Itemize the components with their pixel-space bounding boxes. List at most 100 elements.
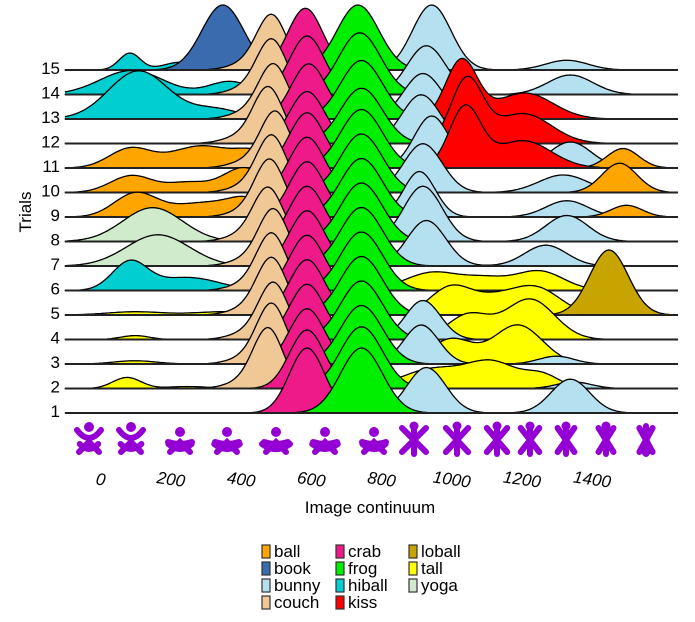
- trial-label: 8: [51, 231, 60, 250]
- legend-swatch: [408, 561, 418, 576]
- legend-swatch: [261, 544, 271, 559]
- legend-item-tall: tall: [408, 559, 443, 578]
- trial-label: 9: [51, 206, 60, 225]
- trial-label: 3: [51, 353, 60, 372]
- trial-label: 2: [51, 378, 60, 397]
- density-kiss-trial-12: [64, 76, 680, 144]
- figure-icon-14: [636, 423, 656, 457]
- figure-icon-11: [517, 421, 543, 457]
- figure-icon-1: [74, 422, 104, 455]
- density-frog-trial-1: [64, 348, 680, 413]
- figure-icon-2: [116, 422, 146, 455]
- density-frog-trial-6: [64, 232, 680, 291]
- x-tick-label: 1200: [502, 468, 543, 492]
- figure-icon-13: [595, 421, 617, 457]
- x-tick-label: 1400: [572, 468, 613, 492]
- figure-icon-5: [259, 427, 293, 455]
- legend-label: yoga: [421, 576, 458, 595]
- legend-swatch: [335, 544, 345, 559]
- trial-label: 13: [41, 108, 60, 127]
- trial-labels: 15 14 13 12 11 10 9 8 7 6 5 4 3 2 1: [41, 59, 60, 421]
- density-frog-trial-10: [64, 134, 680, 193]
- density-frog-trial-9: [64, 158, 680, 217]
- x-tick-label: 0: [95, 469, 108, 489]
- legend-label: loball: [421, 542, 461, 561]
- density-ball-trial-10: [64, 163, 680, 193]
- density-hiball-trial-15: [64, 53, 680, 70]
- figure-icon-12: [554, 421, 578, 457]
- trial-label: 11: [42, 157, 60, 176]
- density-frog-trial-14: [64, 32, 680, 95]
- density-ball-trial-11: [64, 145, 680, 168]
- legend-label: bunny: [274, 576, 321, 595]
- legend-swatch: [335, 561, 345, 576]
- figure-icon-9: [442, 421, 472, 457]
- trial-label: 7: [51, 255, 60, 274]
- image-continuum-icons: [74, 421, 656, 457]
- x-tick-label: 600: [296, 468, 327, 491]
- legend-item-ball: ball: [261, 542, 300, 561]
- trial-label: 10: [41, 182, 60, 201]
- trial-label: 5: [51, 304, 60, 323]
- legend-label: kiss: [348, 593, 377, 612]
- figure-icon-8: [399, 421, 429, 457]
- legend-swatch: [335, 595, 345, 610]
- legend-item-crab: crab: [335, 542, 381, 561]
- legend-label: ball: [274, 542, 300, 561]
- trial-label: 1: [51, 402, 60, 421]
- density-frog-trial-15: [64, 5, 680, 70]
- legend-item-couch: couch: [261, 593, 319, 612]
- legend-swatch: [408, 544, 418, 559]
- density-frog-trial-4: [64, 281, 680, 340]
- density-frog-trial-7: [64, 207, 680, 266]
- density-book-trial-15: [64, 5, 680, 70]
- trial-label: 4: [51, 329, 60, 348]
- y-axis-label: Trials: [16, 192, 35, 233]
- legend-item-frog: frog: [335, 559, 377, 578]
- density-tall-trial-2: [64, 359, 680, 389]
- x-tick-label: 400: [226, 468, 257, 491]
- legend-label: couch: [274, 593, 319, 612]
- trial-label: 15: [41, 59, 60, 78]
- legend-swatch: [261, 595, 271, 610]
- legend-label: crab: [348, 542, 381, 561]
- density-frog-trial-13: [64, 60, 680, 119]
- figure-icon-4: [211, 427, 243, 455]
- density-bunny-trial-7: [64, 220, 680, 266]
- ridges: [64, 4, 680, 414]
- legend-item-yoga: yoga: [408, 576, 458, 595]
- legend-label: book: [274, 559, 311, 578]
- density-kiss-trial-11: [64, 104, 680, 168]
- legend-item-book: book: [261, 559, 311, 578]
- x-tick-label: 1000: [432, 468, 473, 492]
- trial-label: 14: [41, 84, 60, 103]
- density-hiball-trial-13: [64, 70, 680, 119]
- legend-swatch: [408, 578, 418, 593]
- density-tall-trial-3: [64, 324, 680, 364]
- density-bunny-trial-2: [64, 382, 680, 389]
- trial-label: 12: [41, 133, 60, 152]
- density-frog-trial-11: [64, 109, 680, 168]
- density-ball-trial-9: [64, 192, 680, 217]
- density-frog-trial-8: [64, 183, 680, 242]
- x-tick-label: 200: [155, 468, 187, 491]
- density-bunny-trial-1: [64, 367, 680, 413]
- density-hiball-trial-14: [64, 70, 680, 95]
- legend-label: frog: [348, 559, 377, 578]
- density-kiss-trial-13: [64, 58, 680, 119]
- legend-item-loball: loball: [408, 542, 461, 561]
- legend-item-hiball: hiball: [335, 576, 388, 595]
- figure-icon-10: [483, 421, 511, 457]
- figure-icon-3: [165, 427, 195, 455]
- figure-icon-7: [359, 427, 389, 455]
- x-tick-label: 800: [366, 468, 397, 491]
- legend-label: hiball: [348, 576, 388, 595]
- legend-swatch: [261, 578, 271, 593]
- legend-item-kiss: kiss: [335, 593, 377, 612]
- legend-swatch: [261, 561, 271, 576]
- x-axis-label: Image continuum: [305, 498, 435, 517]
- figure-icon-6: [309, 427, 341, 455]
- x-tick-labels: 0 200 400 600 800 1000 1200 1400: [95, 468, 613, 492]
